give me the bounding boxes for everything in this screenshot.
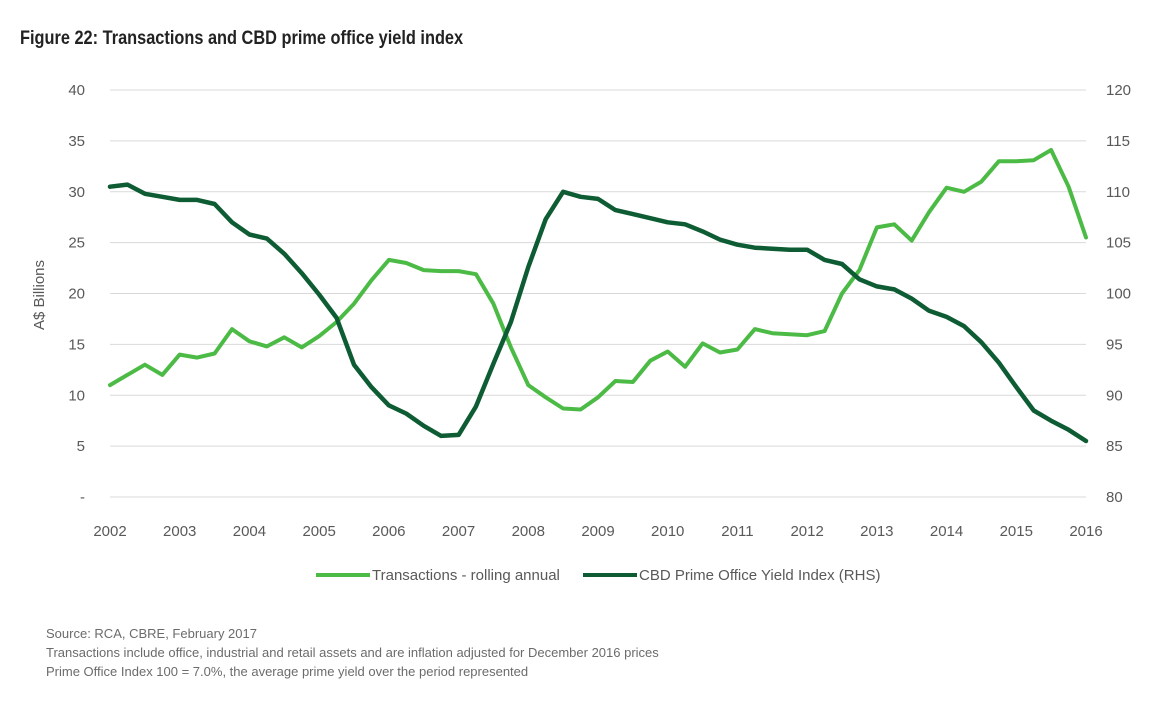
right-axis-ticks: 80 85 90 95 100 105 110 115 120 [1106, 82, 1131, 506]
x-tick-label: 2016 [1069, 523, 1102, 540]
y2-tick-label: 80 [1106, 489, 1123, 506]
y-axis-label: A$ Billions [31, 260, 48, 330]
y2-tick-label: 100 [1106, 286, 1131, 303]
x-tick-label: 2015 [1000, 523, 1033, 540]
x-tick-label: 2007 [442, 523, 475, 540]
transactions-note: Transactions include office, industrial … [46, 645, 659, 660]
gridlines [110, 89, 1086, 498]
y-tick-label: 35 [68, 133, 85, 150]
source-notes: Source: RCA, CBRE, February 2017 Transac… [46, 624, 659, 681]
y-tick-label: 20 [68, 286, 85, 303]
left-axis-ticks: - 5 10 15 20 25 30 35 40 [68, 82, 85, 506]
x-tick-label: 2008 [512, 523, 545, 540]
x-tick-label: 2012 [790, 523, 823, 540]
figure-title: Figure 22: Transactions and CBD prime of… [20, 28, 464, 49]
x-tick-label: 2014 [930, 523, 963, 540]
y2-tick-label: 85 [1106, 438, 1123, 455]
transactions-line [108, 148, 1088, 412]
x-tick-label: 2011 [721, 523, 753, 540]
y2-tick-label: 110 [1106, 184, 1130, 201]
line-chart: - 5 10 15 20 25 30 35 40 80 85 90 95 100 105 110 115 120… [31, 82, 1131, 584]
y-tick-label: 40 [68, 82, 85, 99]
y-tick-label: 15 [68, 336, 85, 353]
y2-tick-label: 95 [1106, 336, 1123, 353]
x-tick-label: 2002 [93, 523, 126, 540]
x-tick-label: 2005 [302, 523, 335, 540]
series-lines [107, 148, 1089, 444]
y-tick-label: 25 [68, 235, 85, 252]
legend: Transactions - rolling annual CBD Prime O… [316, 567, 880, 584]
y2-tick-label: 115 [1106, 133, 1130, 150]
x-tick-label: 2004 [233, 523, 266, 540]
y-tick-label: 30 [68, 184, 85, 201]
y2-tick-label: 90 [1106, 387, 1123, 404]
legend-label: Transactions - rolling annual [372, 567, 560, 584]
y-tick-label: 5 [77, 438, 85, 455]
x-tick-label: 2013 [860, 523, 893, 540]
index-note: Prime Office Index 100 = 7.0%, the avera… [46, 664, 529, 679]
yield-index-line [107, 182, 1089, 444]
x-tick-label: 2003 [163, 523, 196, 540]
legend-label: CBD Prime Office Yield Index (RHS) [639, 567, 880, 584]
x-tick-label: 2006 [372, 523, 405, 540]
y2-tick-label: 120 [1106, 82, 1131, 99]
x-axis-ticks: 2002 2003 2004 2005 2006 2007 2008 2009 2010 2011… [93, 523, 1102, 540]
x-tick-label: 2010 [651, 523, 684, 540]
source-note: Source: RCA, CBRE, February 2017 [46, 626, 257, 641]
y-tick-label: 10 [68, 387, 85, 404]
y-tick-label: - [80, 489, 85, 506]
x-tick-label: 2009 [581, 523, 614, 540]
y2-tick-label: 105 [1106, 235, 1131, 252]
